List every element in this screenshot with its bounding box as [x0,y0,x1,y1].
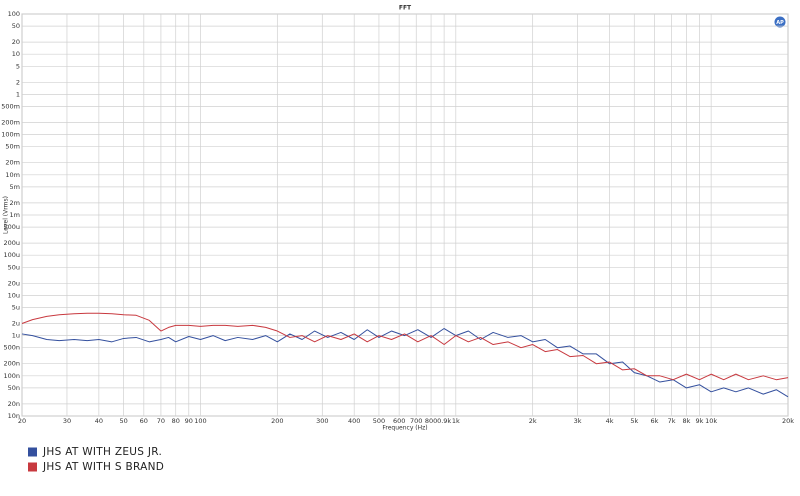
y-tick-label: 2 [16,78,20,86]
legend-swatch [28,447,37,457]
x-tick-label: 200 [271,417,283,425]
y-tick-label: 10 [12,50,20,58]
x-tick-label: 80 [172,417,180,425]
x-tick-label: 70 [157,417,165,425]
chart-title: FFT [399,5,412,12]
x-tick-label: 30 [63,417,71,425]
x-tick-label: 400 [348,417,360,425]
y-tick-label: 2m [10,199,20,207]
x-tick-label: 2k [529,417,537,425]
y-tick-label: 5u [12,304,20,312]
x-tick-label: 4k [606,417,614,425]
y-axis-label: Level (Vrms) [3,196,10,234]
x-tick-label: 600 [393,417,405,425]
legend-swatch [28,462,37,472]
y-tick-label: 5 [16,62,20,70]
y-tick-label: 20 [12,38,20,46]
y-tick-label: 20n [8,400,20,408]
y-tick-label: 50n [8,384,20,392]
y-tick-label: 20u [8,279,20,287]
x-tick-label: 20 [18,417,26,425]
y-tick-label: 2u [12,319,20,327]
y-tick-label: 500n [3,344,20,352]
legend-label: JHS AT WITH S BRAND [42,461,164,473]
y-tick-label: 200n [3,360,20,368]
y-tick-label: 50m [5,143,20,151]
y-tick-label: 20m [5,159,20,167]
y-tick-label: 100u [3,251,20,259]
y-tick-label: 10u [8,291,20,299]
x-tick-label: 60 [140,417,148,425]
x-tick-label: 20k [782,417,794,425]
y-tick-label: 100m [1,131,20,139]
x-tick-label: 700 [410,417,422,425]
x-tick-label: 50 [119,417,127,425]
y-tick-label: 100 [8,10,20,18]
svg-text:AP: AP [776,20,784,26]
x-tick-label: 7k [668,417,676,425]
x-tick-label: 0.9k [437,417,451,425]
y-tick-label: 100n [3,372,20,380]
y-tick-label: 500m [1,103,20,111]
y-tick-label: 1 [16,90,20,98]
y-tick-label: 1u [12,332,20,340]
y-tick-label: 500u [3,223,20,231]
y-tick-label: 50u [8,263,20,271]
x-tick-label: 6k [651,417,659,425]
y-tick-label: 10m [5,171,20,179]
y-tick-label: 5m [10,183,20,191]
x-tick-label: 100 [194,417,206,425]
y-tick-label: 10n [8,412,20,420]
x-tick-label: 10k [705,417,717,425]
x-tick-label: 800 [425,417,437,425]
series-line [21,312,789,381]
y-tick-label: 200m [1,118,20,126]
x-tick-label: 1k [452,417,460,425]
x-tick-label: 40 [95,417,103,425]
y-tick-label: 200u [3,239,20,247]
x-tick-label: 9k [696,417,704,425]
x-tick-label: 3k [574,417,582,425]
legend-label: JHS AT WITH ZEUS JR. [42,446,162,458]
x-tick-label: 300 [316,417,328,425]
y-tick-label: 50 [12,22,20,30]
x-axis-label: Frequency (Hz) [382,425,427,432]
y-tick-label: 1m [10,211,20,219]
x-tick-label: 5k [630,417,638,425]
logo: AP [774,16,786,28]
x-tick-label: 500 [373,417,385,425]
x-tick-label: 8k [682,417,690,425]
x-tick-label: 90 [185,417,193,425]
series-line [21,328,789,398]
